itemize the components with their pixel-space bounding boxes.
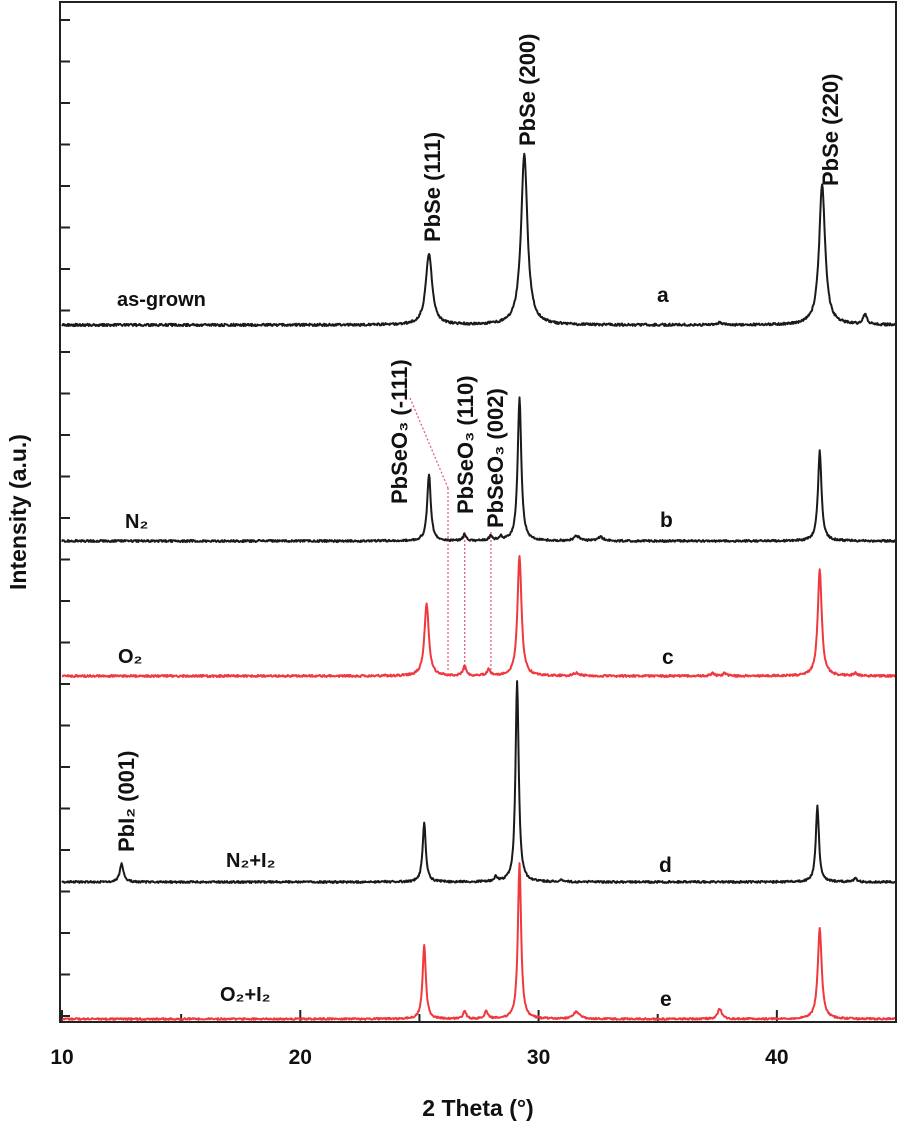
pattern-a — [61, 152, 897, 328]
peak-label-pbseo3-110: PbSeO₃ (110) — [453, 375, 478, 514]
pattern-b — [61, 396, 897, 543]
peak-label-pbse-220: PbSe (220) — [818, 74, 843, 187]
series-letter-a: a — [657, 284, 669, 307]
x-tick-label: 10 — [50, 1046, 73, 1069]
pattern-e — [61, 862, 897, 1021]
series-letter-e: e — [660, 988, 672, 1011]
x-axis-label: 2 Theta (°) — [422, 1095, 533, 1121]
sample-label-as-grown: as-grown — [117, 289, 206, 311]
xrd-patterns — [61, 152, 897, 1021]
peak-label-pbi2-001: PbI₂ (001) — [114, 751, 139, 852]
sample-label-o2: O₂ — [118, 646, 142, 668]
series-letter-d: d — [659, 854, 672, 877]
peak-guide-lines — [409, 397, 492, 672]
plot-frame — [59, 1, 897, 1023]
sample-label-o2-i2: O₂+I₂ — [220, 984, 271, 1006]
peak-label-pbse-111: PbSe (111) — [420, 132, 445, 242]
guide-pbseo3-m111 — [409, 397, 449, 489]
y-axis-label: Intensity (a.u.) — [5, 434, 31, 590]
peak-label-pbse-200: PbSe (200) — [515, 34, 540, 147]
x-tick-label: 40 — [765, 1046, 788, 1069]
x-axis-ticks: 10 20 30 40 — [50, 1010, 897, 1069]
series-letter-c: c — [662, 646, 674, 669]
sample-label-n2-i2: N₂+I₂ — [226, 850, 275, 872]
peak-label-pbseo3-002: PbSeO₃ (002) — [483, 388, 508, 528]
pattern-c — [61, 555, 897, 678]
sample-label-n2: N₂ — [125, 511, 148, 533]
y-axis-ticks — [60, 19, 70, 1017]
x-tick-label: 20 — [289, 1046, 312, 1069]
x-tick-label: 30 — [527, 1046, 550, 1069]
series-letter-b: b — [660, 509, 673, 532]
pattern-d — [61, 680, 897, 884]
peak-label-pbseo3-m111: PbSeO₃ (-111) — [387, 359, 412, 504]
